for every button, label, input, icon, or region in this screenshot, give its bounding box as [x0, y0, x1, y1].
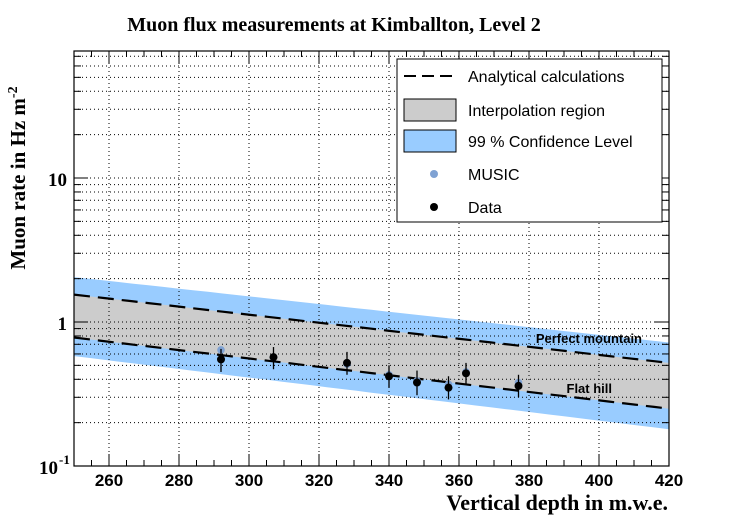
- legend-marker-interpolation: [403, 98, 457, 122]
- y-axis-label-exponent: -2: [6, 86, 21, 98]
- legend-label-confidence: 99 % Confidence Level: [468, 134, 633, 151]
- legend-label-data: Data: [468, 200, 502, 217]
- y-axis-label: Muon rate in Hz m-2: [6, 86, 30, 269]
- data-point-6: [462, 369, 470, 378]
- annotation-perfect-mountain: Perfect mountain: [536, 331, 642, 346]
- x-tick-label-340: 340: [375, 471, 403, 490]
- chart-title: Muon flux measurements at Kimballton, Le…: [127, 14, 541, 36]
- y-tick-label-10: 10: [48, 170, 67, 191]
- data-point-0: [217, 355, 225, 364]
- y-axis-label-text: Muon rate in Hz m: [6, 98, 30, 270]
- legend-label-analytical: Analytical calculations: [468, 69, 625, 86]
- legend: Analytical calculations Interpolation re…: [396, 58, 663, 223]
- x-tick-label-320: 320: [305, 471, 333, 490]
- legend-marker-music: [430, 170, 438, 178]
- legend-label-interpolation: Interpolation region: [468, 103, 605, 120]
- y-tick-label-1: 1: [58, 314, 68, 335]
- plot-area: 260 280 300 320 340 360 380 400 420: [73, 50, 683, 490]
- legend-marker-confidence: [403, 129, 457, 153]
- x-axis-label: Vertical depth in m.w.e.: [446, 490, 668, 515]
- data-point-2: [343, 358, 351, 367]
- data-point-1: [269, 353, 278, 362]
- legend-box: [396, 58, 663, 223]
- y-tick-label-0.1: 10: [39, 458, 58, 479]
- curve-flat-hill: [73, 336, 670, 410]
- data-point-4: [413, 378, 421, 387]
- legend-marker-data: [430, 203, 438, 211]
- data-point-7: [514, 381, 523, 390]
- x-tick-label-360: 360: [445, 471, 473, 490]
- curve-perfect-mountain: [73, 293, 670, 364]
- x-tick-label-280: 280: [165, 471, 193, 490]
- data-point-5: [444, 383, 453, 392]
- data-point-3: [385, 372, 393, 381]
- y-tick-label-0.1-exponent: -1: [59, 452, 70, 467]
- y-tick-label-0.1-base: 10: [39, 458, 58, 479]
- x-tick-label-300: 300: [235, 471, 263, 490]
- legend-label-music: MUSIC: [468, 167, 520, 184]
- x-tick-label-420: 420: [655, 471, 683, 490]
- x-tick-label-260: 260: [95, 471, 123, 490]
- annotation-flat-hill: Flat hill: [567, 381, 613, 396]
- x-tick-label-380: 380: [515, 471, 543, 490]
- x-tick-label-400: 400: [585, 471, 613, 490]
